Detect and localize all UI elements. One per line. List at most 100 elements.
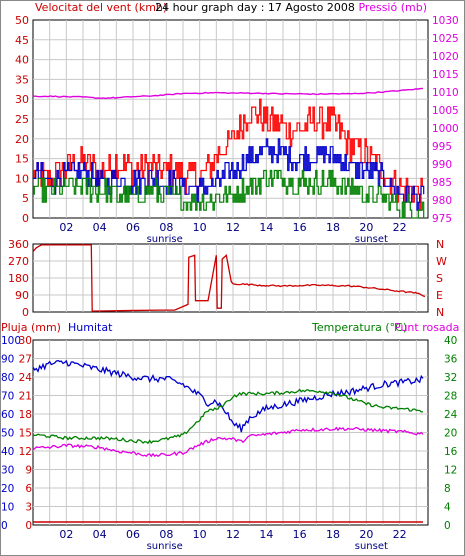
direction-axis-tick-label: 0 (22, 306, 29, 319)
wind-axis-tick-label: 25 (15, 113, 29, 126)
time-axis-tick-label: 04 (93, 528, 107, 541)
rain-axis-tick-label: 21 (19, 391, 32, 403)
humidity-panel-series-1 (32, 359, 424, 433)
temperature-axis-tick-label: 16 (444, 446, 458, 458)
temperature-axis-tick-label: 0 (444, 520, 451, 532)
temperature-axis-tick-label: 28 (444, 391, 457, 403)
humidity-axis-tick-label: 10 (1, 502, 14, 514)
humidity-axis-tick-label: 50 (1, 428, 14, 440)
humidity-axis-tick-label: 70 (1, 391, 14, 403)
wind-axis-tick-label: 10 (15, 172, 29, 185)
time-axis-tick-label: 18 (326, 528, 340, 541)
time-axis-tick-label: 12 (226, 221, 240, 234)
temperature-axis-tick-label: 40 (444, 335, 457, 347)
time-axis-tick-label: 10 (193, 221, 207, 234)
rain-axis-tick-label: 30 (19, 335, 32, 347)
rain-axis-tick-label: 3 (25, 502, 32, 514)
time-axis-tick-label: 16 (293, 528, 307, 541)
humidity-panel-series-2 (32, 388, 423, 445)
wind-axis-tick-label: 45 (15, 34, 29, 47)
pressure-axis-tick-label: 1030 (432, 15, 459, 27)
sunset-label: sunset (355, 541, 388, 552)
humidity-axis-tick-label: 40 (1, 446, 14, 458)
compass-label: S (436, 272, 443, 285)
wind-series-line-3 (33, 169, 425, 219)
pressure-axis-tick-label: 975 (432, 213, 452, 225)
time-axis-tick-label: 02 (59, 221, 73, 234)
pressure-axis-title: Pressió (mb) (358, 1, 427, 14)
humidity-axis-tick-label: 90 (1, 354, 14, 366)
humidity-axis-tick-label: 0 (1, 520, 8, 532)
time-axis-tick-label: 10 (193, 528, 207, 541)
pressure-axis-tick-label: 985 (432, 177, 452, 189)
temperature-axis-title: Temperatura (°C) (311, 321, 407, 334)
wind-axis-tick-label: 30 (15, 93, 29, 106)
wind-direction-line (32, 244, 426, 312)
humidity-axis-tick-label: 30 (1, 465, 14, 477)
time-axis-tick-label: 08 (159, 528, 173, 541)
time-axis-tick-label: 22 (393, 221, 407, 234)
rain-axis-tick-label: 6 (25, 483, 32, 495)
pressure-axis-tick-label: 1010 (432, 87, 459, 99)
wind-series-line-2 (33, 138, 425, 211)
temperature-axis-tick-label: 36 (444, 354, 458, 366)
time-axis-tick-label: 20 (359, 528, 373, 541)
temperature-axis-tick-label: 8 (444, 483, 451, 495)
compass-label: N (436, 306, 444, 319)
compass-label: N (436, 238, 444, 251)
time-axis-tick-label: 06 (126, 221, 140, 234)
rain-axis-tick-label: 27 (19, 354, 32, 366)
time-axis-tick-label: 14 (259, 221, 273, 234)
time-axis-tick-label: 08 (159, 221, 173, 234)
pressure-axis-tick-label: 995 (432, 141, 452, 153)
rain-axis-tick-label: 24 (19, 372, 33, 384)
temperature-axis-tick-label: 24 (444, 409, 458, 421)
pressure-axis-tick-label: 1015 (432, 69, 459, 81)
humidity-axis-title: Humitat (68, 321, 113, 334)
wind-axis-tick-label: 50 (15, 14, 29, 27)
temperature-axis-tick-label: 32 (444, 372, 457, 384)
rain-axis-tick-label: 15 (19, 428, 32, 440)
time-axis-tick-label: 16 (293, 221, 307, 234)
wind-axis-tick-label: 35 (15, 73, 29, 86)
time-axis-tick-label: 14 (259, 528, 273, 541)
rain-axis-tick-label: 18 (19, 409, 32, 421)
temperature-axis-tick-label: 20 (444, 428, 457, 440)
pressure-axis-tick-label: 1005 (432, 105, 459, 117)
direction-axis-tick-label: 360 (8, 238, 29, 251)
wind-axis-tick-label: 15 (15, 153, 29, 166)
direction-axis-tick-label: 270 (8, 255, 29, 268)
sunset-label: sunset (355, 234, 388, 245)
time-axis-tick-label: 18 (326, 221, 340, 234)
chart-title: 24 hour graph day : 17 Agosto 2008 (155, 1, 355, 14)
rain-axis-tick-label: 0 (25, 520, 32, 532)
rain-axis-tick-label: 12 (19, 446, 32, 458)
wind-axis-tick-label: 40 (15, 54, 29, 67)
pressure-axis-tick-label: 980 (432, 195, 452, 207)
humidity-axis-tick-label: 80 (1, 372, 14, 384)
time-axis-tick-label: 22 (393, 528, 407, 541)
rain-axis-tick-label: 9 (25, 465, 32, 477)
time-axis-tick-label: 02 (59, 528, 73, 541)
time-axis-tick-label: 04 (93, 221, 107, 234)
direction-axis-tick-label: 180 (8, 272, 29, 285)
wind-axis-tick-label: 0 (22, 212, 29, 225)
wind-axis-tick-label: 20 (15, 133, 29, 146)
pressure-axis-tick-label: 1000 (432, 123, 459, 135)
dewpoint-axis-title: Punt rosada (394, 321, 459, 334)
pressure-axis-tick-label: 1025 (432, 33, 459, 45)
wind-axis-title: Velocitat del vent (kmh) (35, 1, 167, 14)
time-axis-tick-label: 06 (126, 528, 140, 541)
temperature-axis-tick-label: 4 (444, 502, 451, 514)
compass-label: E (436, 289, 443, 302)
sunrise-label: sunrise (147, 234, 183, 245)
compass-label: W (436, 255, 447, 268)
temperature-axis-tick-label: 12 (444, 465, 457, 477)
pressure-axis-tick-label: 990 (432, 159, 452, 171)
humidity-panel-series-3 (32, 426, 424, 458)
pressure-series-line (33, 87, 424, 100)
wind-axis-tick-label: 5 (22, 192, 29, 205)
humidity-axis-tick-label: 20 (1, 483, 14, 495)
